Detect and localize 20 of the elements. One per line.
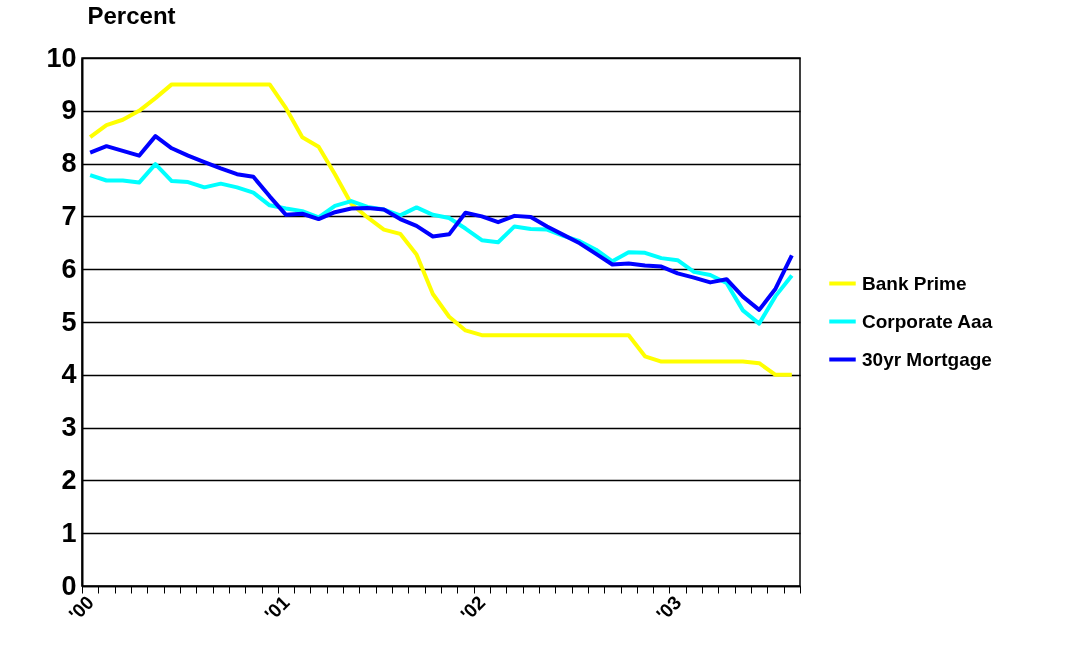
y-tick-label: 3	[61, 412, 77, 443]
y-axis-title: Percent	[87, 1, 176, 29]
legend-label: Bank Prime	[862, 272, 967, 294]
line-series	[88, 82, 794, 377]
x-tick-label: '03	[652, 591, 686, 625]
y-tick-label: 5	[61, 306, 77, 337]
y-tick-label: 0	[61, 570, 77, 601]
y-tick-label: 2	[61, 464, 77, 495]
y-tick-label: 10	[46, 42, 77, 73]
x-tick-label: '02	[456, 591, 490, 625]
y-tick-label: 8	[61, 148, 77, 179]
y-tick-label: 4	[61, 359, 77, 390]
y-tick-label: 7	[61, 200, 77, 231]
y-tick-label: 9	[61, 95, 77, 126]
y-tick-label: 6	[61, 253, 77, 284]
legend-label: 30yr Mortgage	[862, 348, 992, 370]
legend-label: Corporate Aaa	[862, 310, 993, 332]
x-tick-label: '01	[260, 591, 294, 625]
y-tick-label: 1	[61, 517, 77, 548]
line-series	[88, 134, 794, 312]
